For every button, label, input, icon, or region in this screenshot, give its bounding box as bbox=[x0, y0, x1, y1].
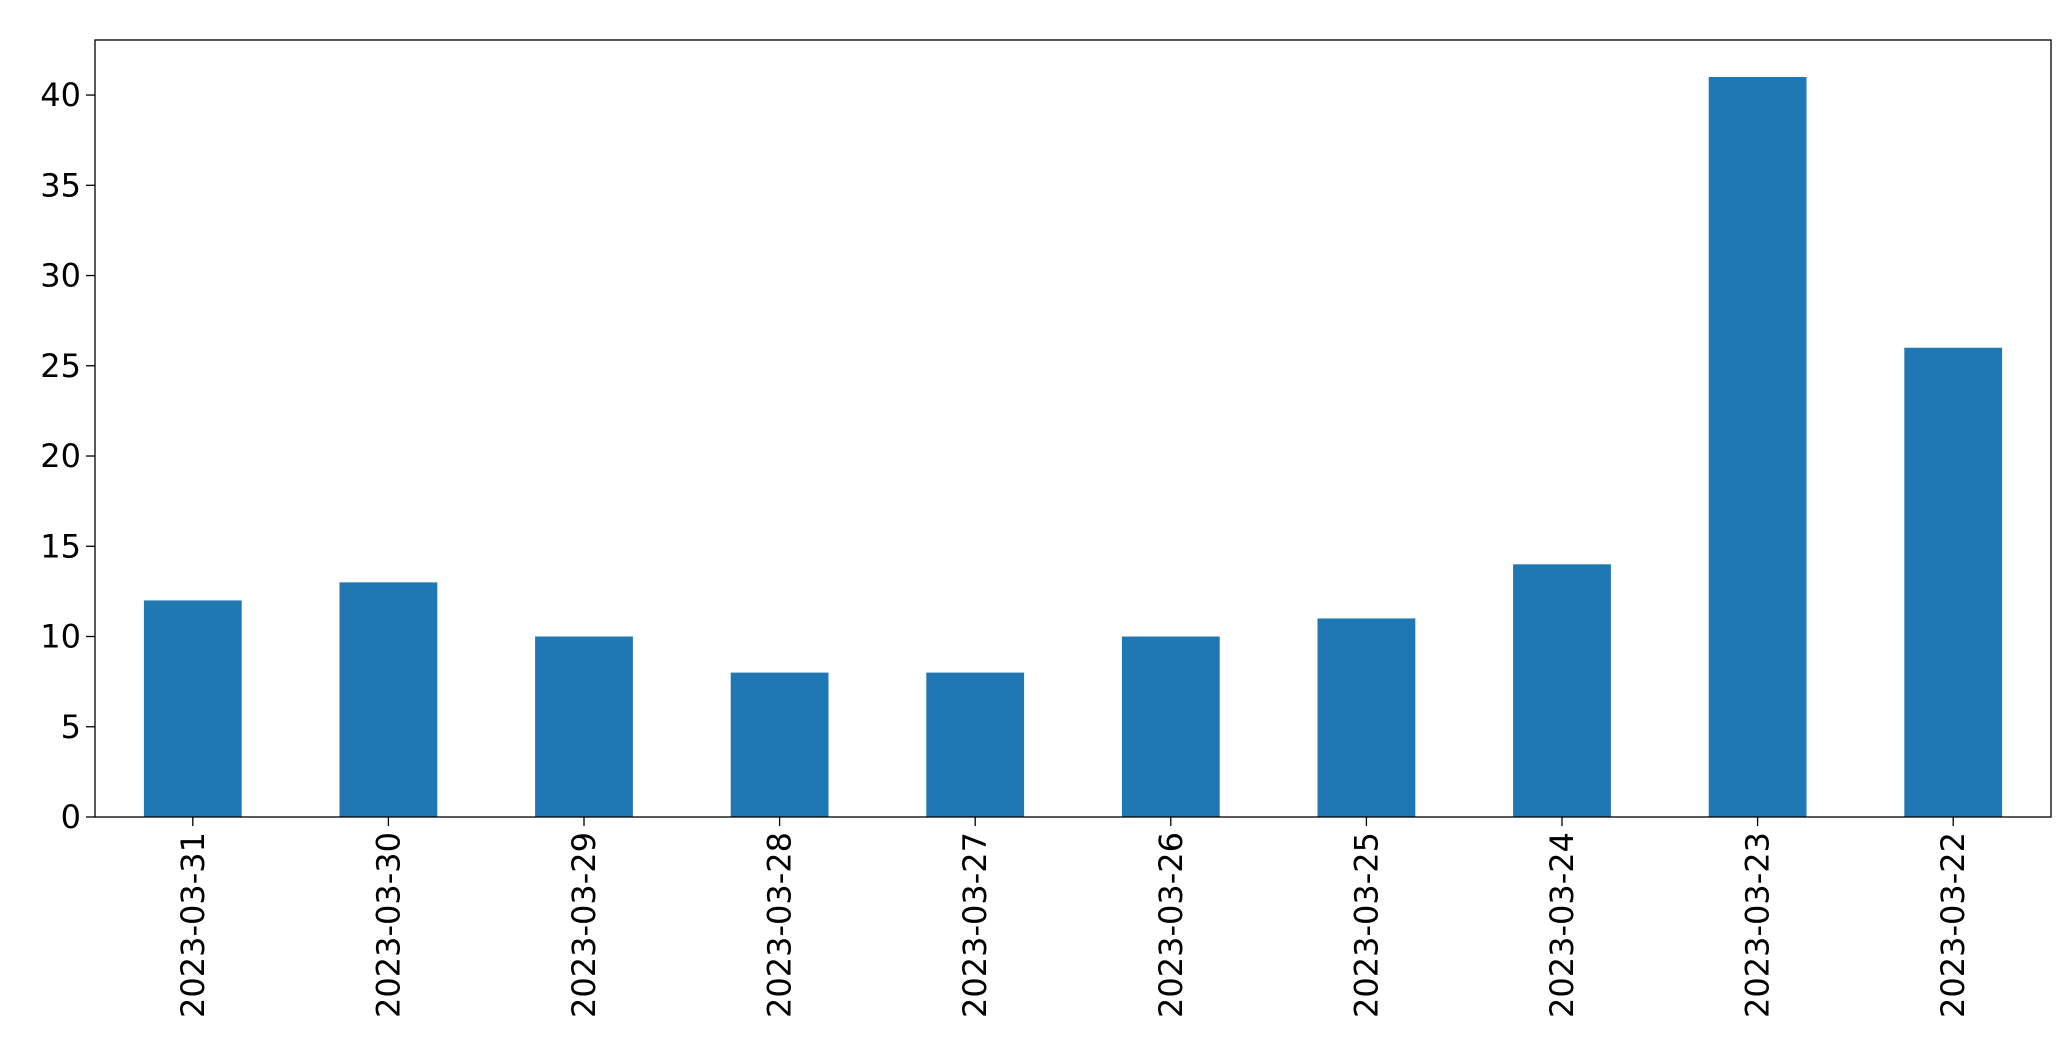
x-tick-label: 2023-03-30 bbox=[369, 832, 407, 1018]
y-tick-label: 10 bbox=[40, 618, 81, 656]
bar bbox=[535, 636, 633, 817]
y-tick-label: 35 bbox=[40, 166, 81, 204]
bar bbox=[1904, 347, 2003, 817]
bar bbox=[143, 600, 242, 817]
bar bbox=[1317, 618, 1416, 817]
x-tick-label: 2023-03-27 bbox=[956, 832, 994, 1018]
x-tick-label: 2023-03-29 bbox=[565, 832, 603, 1018]
x-tick-label: 2023-03-28 bbox=[761, 832, 799, 1018]
y-tick-label: 5 bbox=[61, 708, 81, 746]
x-tick-label: 2023-03-22 bbox=[1934, 832, 1972, 1018]
y-tick-label: 25 bbox=[40, 347, 81, 385]
x-tick-label: 2023-03-31 bbox=[174, 832, 212, 1018]
x-tick-label: 2023-03-23 bbox=[1739, 832, 1777, 1018]
x-tick-label: 2023-03-25 bbox=[1347, 832, 1385, 1018]
bar bbox=[926, 672, 1025, 817]
x-tick-label: 2023-03-24 bbox=[1543, 832, 1581, 1018]
bar bbox=[1513, 564, 1611, 817]
y-tick-label: 40 bbox=[40, 76, 81, 114]
x-tick-label: 2023-03-26 bbox=[1152, 832, 1190, 1018]
y-tick-label: 20 bbox=[40, 437, 81, 475]
bar bbox=[339, 582, 438, 817]
plot-frame bbox=[94, 39, 2052, 818]
y-tick-label: 30 bbox=[40, 257, 81, 295]
bar bbox=[1121, 636, 1220, 817]
y-tick-label: 0 bbox=[61, 798, 81, 836]
bar bbox=[1708, 77, 1807, 817]
bar bbox=[730, 672, 829, 817]
y-tick-label: 15 bbox=[40, 527, 81, 565]
